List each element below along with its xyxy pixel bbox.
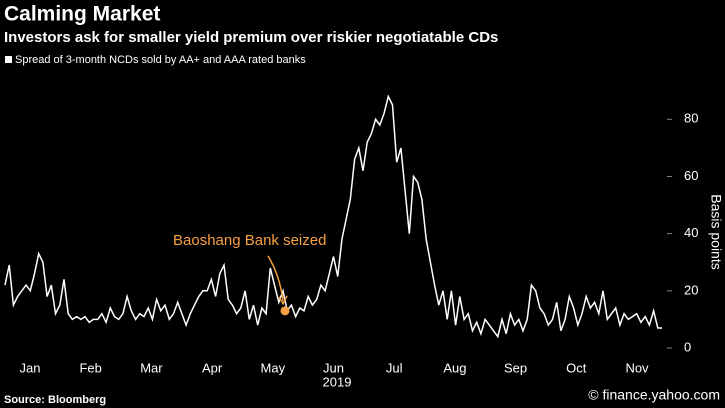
chart-subtitle: Investors ask for smaller yield premium … xyxy=(4,29,498,46)
source: Source: Bloomberg xyxy=(4,394,106,406)
chart-title: Calming Market xyxy=(4,3,160,26)
x-tick-label: May xyxy=(261,360,286,375)
y-tick-label: 60 xyxy=(684,168,698,183)
y-axis-label: Basis points xyxy=(708,194,724,269)
x-tick-label: Sep xyxy=(504,360,527,375)
legend-label: Spread of 3-month NCDs sold by AA+ and A… xyxy=(15,54,306,66)
x-tick-label: Aug xyxy=(443,360,466,375)
annotation-arrow xyxy=(267,255,284,301)
x-axis-label: 2019 xyxy=(323,374,352,389)
x-tick-label: Apr xyxy=(202,360,223,375)
y-tick-label: 0 xyxy=(684,339,691,354)
annotation-label: Baoshang Bank seized xyxy=(173,232,326,249)
y-tick-label: 80 xyxy=(684,111,698,126)
legend-swatch xyxy=(5,56,12,63)
y-tick-label: 40 xyxy=(684,225,698,240)
credit: © finance.yahoo.com xyxy=(588,387,720,403)
y-tick-label: 20 xyxy=(684,282,698,297)
x-tick-label: Oct xyxy=(566,360,587,375)
x-tick-label: Feb xyxy=(79,360,101,375)
x-tick-label: Jun xyxy=(323,360,344,375)
annotation-arrowhead xyxy=(278,295,288,306)
x-tick-label: Mar xyxy=(140,360,163,375)
series-line xyxy=(4,94,662,339)
x-tick-label: Jan xyxy=(20,360,41,375)
x-tick-label: Nov xyxy=(625,360,649,375)
annotation-point xyxy=(280,306,290,316)
x-tick-label: Jul xyxy=(386,360,403,375)
